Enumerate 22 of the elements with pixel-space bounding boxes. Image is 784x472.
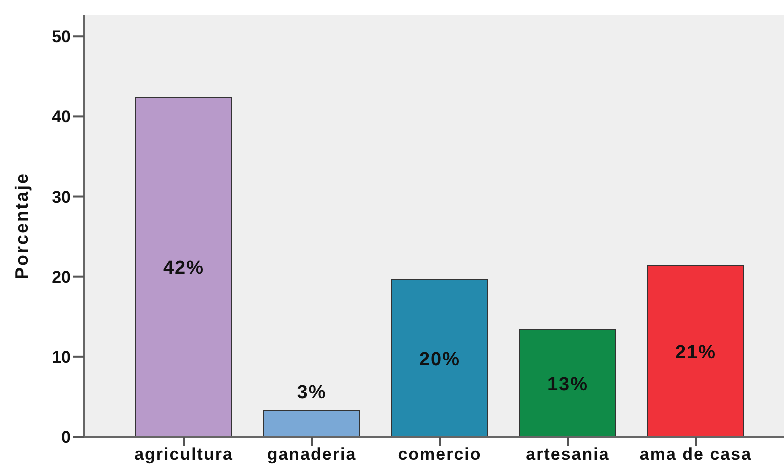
y-tick-label: 10	[52, 348, 71, 367]
y-tick-label: 0	[62, 428, 71, 448]
bar	[648, 265, 744, 437]
data-label: 13%	[547, 374, 589, 396]
bar	[520, 329, 616, 437]
x-tick-label: agricultura	[134, 445, 234, 464]
y-axis-title: Porcentaje	[12, 172, 32, 280]
data-label: 20%	[419, 350, 461, 371]
y-tick-label: 50	[52, 28, 71, 47]
x-tick-label: artesania	[526, 445, 610, 464]
data-label: 42%	[163, 258, 205, 280]
bar	[264, 410, 360, 437]
data-label: 3%	[297, 382, 327, 404]
x-tick-label: ganaderia	[267, 445, 357, 464]
bar	[392, 280, 488, 437]
bar	[136, 96, 232, 437]
data-label: 21%	[675, 342, 717, 364]
y-tick-label: 30	[52, 188, 71, 207]
x-tick-label: ama de casa	[640, 445, 752, 464]
x-tick-label: comercio	[398, 445, 482, 464]
y-tick-label: 40	[52, 108, 71, 127]
y-tick-label: 20	[52, 268, 71, 287]
